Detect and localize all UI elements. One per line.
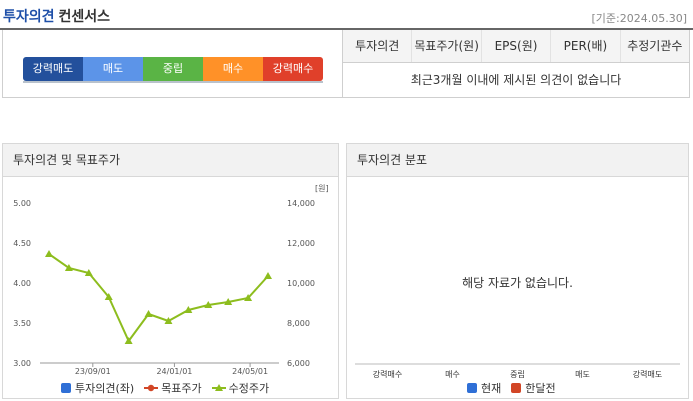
- data-point-adjusted-price: [144, 310, 153, 317]
- data-point-adjusted-price: [244, 294, 253, 301]
- scale-strong-buy: 강력매수: [263, 57, 323, 81]
- column-header-opinion: 투자의견: [343, 30, 413, 62]
- category-label: 강력매수: [373, 369, 402, 379]
- data-point-adjusted-price: [164, 317, 173, 324]
- section-header: 투자의견 컨센서스 [기준:2024.05.30]: [0, 0, 693, 30]
- right-tick-label: 6,000: [287, 359, 310, 368]
- legend-item-target-price: 목표주가: [144, 380, 202, 396]
- series-line-adjusted-price: [48, 253, 269, 343]
- legend-square-icon: [467, 383, 477, 393]
- data-point-adjusted-price: [84, 269, 93, 276]
- empty-message: 최근3개월 이내에 제시된 의견이 없습니다: [410, 73, 622, 87]
- section-title: 투자의견 컨센서스: [3, 6, 110, 26]
- right-tick-label: 10,000: [287, 279, 315, 288]
- legend-item-current: 현재: [467, 380, 501, 396]
- data-point-adjusted-price: [204, 301, 213, 308]
- opinion-scale-bar: 강력매도 매도 중립 매수 강력매수: [23, 57, 323, 81]
- data-point-adjusted-price: [264, 272, 272, 279]
- x-tick-label: 24/05/01: [232, 367, 268, 376]
- legend-square-icon: [511, 383, 522, 393]
- no-data-message: 해당 자료가 없습니다.: [462, 276, 573, 290]
- right-tick-label: 14,000: [287, 199, 315, 208]
- column-header-institutions: 추정기관수: [627, 39, 683, 53]
- category-label: 매수: [445, 370, 460, 379]
- data-point-adjusted-price: [64, 264, 73, 271]
- section-title-secondary: 컨센서스: [58, 9, 111, 25]
- data-point-adjusted-price: [184, 306, 193, 313]
- data-point-adjusted-price: [124, 337, 133, 344]
- section-title-primary: 투자의견: [3, 9, 55, 25]
- scale-neutral: 중립: [143, 57, 203, 81]
- x-tick-label: 23/09/01: [75, 367, 111, 376]
- left-tick-label: 4.00: [13, 279, 31, 288]
- data-point-adjusted-price: [224, 298, 233, 305]
- legend-item-month-ago: 한달전: [511, 380, 556, 396]
- distribution-axis: 강력매수 매수 중립 매도 강력매도: [355, 363, 680, 379]
- panel-title: 투자의견 및 목표주가: [3, 144, 338, 177]
- left-tick-label: 4.50: [13, 239, 31, 248]
- scale-sell: 매도: [83, 57, 143, 81]
- category-label: 중립: [510, 370, 525, 379]
- category-label: 매도: [575, 370, 590, 379]
- opinion-target-price-panel: 투자의견 및 목표주가 3.00 3.50 4.00 4.50 5.00 6,000 8,…: [2, 143, 339, 399]
- scale-strong-sell: 강력매도: [23, 57, 83, 81]
- legend-item-opinion: 투자의견(좌): [61, 380, 134, 396]
- base-date: [기준:2024.05.30]: [591, 12, 687, 25]
- right-tick-label: 8,000: [287, 319, 310, 328]
- column-header-target-price: 목표주가(원): [412, 30, 482, 62]
- panel-title: 투자의견 분포: [347, 144, 688, 177]
- opinion-distribution-panel: 투자의견 분포 해당 자료가 없습니다. 강력매수 매수 중립 매도 강력매도 현재 한…: [346, 143, 689, 399]
- legend-item-adjusted-price: 수정주가: [211, 380, 269, 396]
- right-axis-unit: [원]: [315, 184, 329, 193]
- left-tick-label: 3.50: [13, 319, 31, 328]
- opinion-price-chart: 3.00 3.50 4.00 4.50 5.00 6,000 8,000 10,000 12,…: [13, 184, 329, 376]
- legend-square-icon: [61, 383, 71, 393]
- line-triangle-icon: [211, 384, 226, 391]
- category-label: 강력매도: [633, 369, 662, 379]
- opinion-scale-box: 강력매도 매도 중립 매수 강력매수: [2, 30, 343, 98]
- right-tick-label: 12,000: [287, 239, 315, 248]
- column-header-per: PER(배): [551, 30, 621, 62]
- distribution-legend: 현재 한달전: [467, 380, 566, 396]
- left-tick-label: 5.00: [13, 199, 31, 208]
- x-tick-label: 24/01/01: [156, 367, 192, 376]
- data-point-adjusted-price: [104, 293, 113, 300]
- consensus-table: 투자의견 목표주가(원) EPS(원) PER(배) 추정기관수 최근3개월 이…: [343, 30, 690, 98]
- chart-legend: 투자의견(좌) 목표주가 수정주가: [61, 380, 279, 396]
- left-tick-label: 3.00: [13, 359, 31, 368]
- line-dot-icon: [144, 384, 159, 392]
- scale-buy: 매수: [203, 57, 263, 81]
- data-point-adjusted-price: [45, 250, 53, 257]
- consensus-table-header: 투자의견 목표주가(원) EPS(원) PER(배) 추정기관수: [343, 30, 689, 63]
- column-header-eps: EPS(원): [482, 30, 552, 62]
